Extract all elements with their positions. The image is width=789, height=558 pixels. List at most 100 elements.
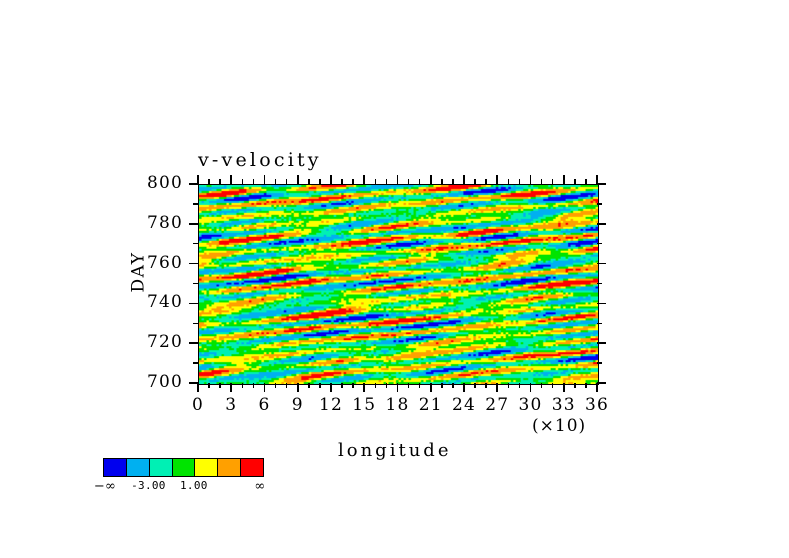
y-minor-tick (193, 322, 198, 325)
x-tick-label: 30 (518, 395, 543, 415)
y-minor-tick (193, 362, 198, 364)
x-minor-tick (319, 383, 321, 388)
y-minor-tick-right (597, 282, 602, 285)
x-minor-tick (407, 383, 410, 388)
x-minor-tick (285, 383, 288, 388)
x-major-tick (429, 383, 432, 392)
x-minor-tick (352, 383, 354, 388)
x-minor-tick (574, 383, 576, 388)
y-major-tick (189, 342, 198, 344)
y-tick-label: 760 (146, 252, 183, 273)
x-minor-tick (274, 383, 277, 388)
x-major-tick-top (596, 175, 598, 184)
x-major-tick (562, 383, 565, 392)
y-tick-label: 800 (146, 173, 183, 193)
x-major-tick (463, 383, 465, 392)
x-major-tick-top (197, 175, 199, 184)
x-minor-tick (418, 383, 421, 388)
y-major-tick (189, 262, 198, 265)
x-major-tick (263, 383, 266, 392)
colorbar-tick-label: 1.00 (179, 479, 208, 492)
x-minor-tick-top (352, 179, 354, 184)
y-tick-label: 700 (146, 372, 183, 392)
x-tick-label: 6 (258, 395, 271, 415)
heatmap-plot-area (198, 184, 599, 385)
x-minor-tick-top (585, 179, 587, 184)
y-major-tick-right (597, 382, 606, 384)
colorbar-min-label: −∞ (93, 479, 117, 494)
heatmap-image (199, 185, 598, 384)
x-minor-tick (308, 383, 310, 388)
x-tick-label: 21 (418, 395, 443, 415)
x-major-tick-top (496, 175, 499, 184)
y-minor-tick-right (597, 203, 602, 205)
y-major-tick (189, 302, 198, 305)
colorbar-max-label: ∞ (254, 479, 266, 494)
x-major-tick (596, 383, 598, 392)
x-major-tick-top (529, 175, 532, 184)
x-minor-tick-top (452, 179, 454, 184)
x-major-tick (529, 383, 532, 392)
y-minor-tick (193, 242, 198, 245)
x-minor-tick-top (374, 179, 377, 184)
x-minor-tick (585, 383, 587, 388)
y-major-tick-right (597, 223, 606, 225)
x-minor-tick-top (385, 179, 388, 184)
x-minor-tick-top (319, 179, 321, 184)
x-major-tick-top (296, 175, 299, 184)
x-tick-label: 33 (551, 395, 576, 415)
x-tick-label: 12 (318, 395, 344, 415)
x-minor-tick-top (574, 179, 576, 184)
x-major-tick (363, 383, 366, 392)
x-minor-tick-top (474, 179, 476, 184)
x-minor-tick-top (341, 179, 343, 184)
x-tick-label: 24 (451, 395, 477, 415)
colorbar (103, 458, 264, 477)
x-tick-label: 9 (291, 395, 304, 415)
x-minor-tick (507, 383, 510, 388)
x-minor-tick (551, 383, 554, 388)
x-major-tick (296, 383, 299, 392)
x-minor-tick (540, 383, 543, 388)
y-major-tick (189, 183, 198, 185)
y-tick-label: 780 (146, 212, 183, 233)
x-minor-tick-top (208, 179, 210, 184)
x-minor-tick-top (308, 179, 310, 184)
colorbar-swatch-green (172, 459, 196, 476)
x-tick-label: 36 (584, 395, 610, 415)
x-minor-tick (341, 383, 343, 388)
x-major-tick-top (230, 175, 233, 184)
x-minor-tick (374, 383, 377, 388)
x-major-tick (230, 383, 233, 392)
colorbar-swatch-yellow (195, 459, 219, 476)
y-tick-label: 740 (146, 292, 183, 313)
page-title: v-velocity (198, 149, 322, 171)
y-minor-tick (193, 203, 198, 205)
y-major-tick-right (597, 262, 606, 265)
y-major-tick (189, 382, 198, 384)
x-major-tick-top (463, 175, 465, 184)
x-major-tick (496, 383, 499, 392)
x-minor-tick-top (551, 179, 554, 184)
colorbar-swatch-light-blue (126, 459, 150, 476)
x-minor-tick (474, 383, 476, 388)
x-major-tick-top (363, 175, 366, 184)
x-major-tick-top (562, 175, 565, 184)
x-minor-tick-top (540, 179, 543, 184)
x-minor-tick (241, 383, 244, 388)
x-minor-tick (518, 383, 521, 388)
x-minor-tick (441, 383, 443, 388)
y-minor-tick-right (597, 362, 602, 364)
x-minor-tick (452, 383, 454, 388)
x-axis-multiplier: (×10) (532, 416, 587, 436)
x-major-tick-top (330, 175, 332, 184)
y-major-tick-right (597, 342, 606, 344)
y-minor-tick-right (597, 242, 602, 245)
y-major-tick-right (597, 302, 606, 305)
x-minor-tick-top (285, 179, 288, 184)
colorbar-swatch-turquoise (149, 459, 173, 476)
x-axis-title: longitude (338, 440, 452, 461)
x-minor-tick-top (507, 179, 510, 184)
colorbar-swatch-blue (104, 459, 127, 476)
